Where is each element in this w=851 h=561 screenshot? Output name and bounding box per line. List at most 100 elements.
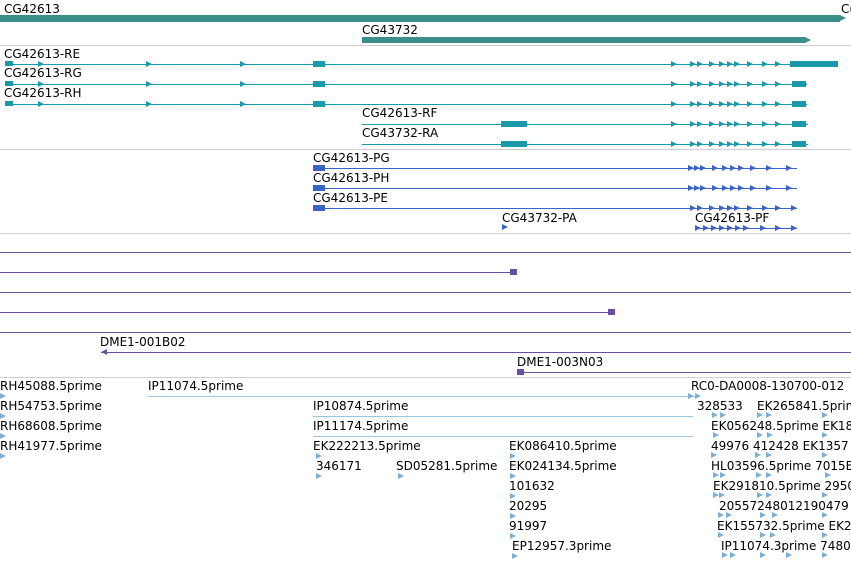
- est-arrow-icon: [719, 492, 725, 498]
- est-label[interactable]: 20557248012190479: [719, 499, 849, 513]
- strand-arrow-icon: [735, 225, 741, 231]
- est-label[interactable]: EK086410.5prime: [509, 439, 617, 453]
- est-label[interactable]: IP11074.5prime: [148, 379, 244, 393]
- gene-label[interactable]: CG42613: [4, 2, 60, 16]
- strand-arrow-icon: [719, 205, 725, 211]
- est-label[interactable]: EK155732.5prime EK2: [717, 519, 851, 533]
- strand-arrow-icon: [734, 141, 740, 147]
- transcript-label[interactable]: CG42613-RE: [4, 47, 81, 61]
- transcript-line[interactable]: [5, 104, 807, 105]
- est-arrow-icon: [755, 452, 761, 458]
- est-label[interactable]: RC0-DA0008-130700-012: [691, 379, 845, 393]
- transcript-line[interactable]: [362, 124, 808, 125]
- clone-line[interactable]: [0, 252, 851, 253]
- transcript-label[interactable]: CG42613-RF: [362, 106, 438, 120]
- transcript-label[interactable]: CG42613-RH: [4, 86, 82, 100]
- transcript-label[interactable]: CG42613-RG: [4, 66, 82, 80]
- est-label[interactable]: EK056248.5prime EK18: [711, 419, 851, 433]
- est-arrow-icon: [825, 472, 831, 478]
- est-label[interactable]: IP11074.3prime 74802: [721, 539, 851, 553]
- strand-arrow-icon: [775, 141, 781, 147]
- est-line[interactable]: [313, 436, 693, 437]
- protein-line[interactable]: [313, 208, 797, 209]
- est-label[interactable]: 328533: [697, 399, 743, 413]
- strand-arrow-icon: [775, 121, 781, 127]
- gene-bar[interactable]: [362, 37, 805, 43]
- est-label[interactable]: RH54753.5prime: [0, 399, 102, 413]
- strand-arrow-icon: [697, 61, 703, 67]
- strand-arrow-icon: [240, 61, 246, 67]
- cds: [313, 205, 325, 211]
- strand-arrow-icon: [786, 185, 792, 191]
- est-arrow-icon: [720, 472, 726, 478]
- est-arrow-icon: [766, 492, 772, 498]
- est-label[interactable]: IP10874.5prime: [313, 399, 409, 413]
- protein-label[interactable]: CG42613-PH: [313, 171, 390, 185]
- clone-label[interactable]: DME1-001B02: [100, 335, 186, 349]
- strand-arrow-icon: [719, 61, 725, 67]
- strand-arrow-icon: [690, 81, 696, 87]
- strand-arrow-icon: [240, 101, 246, 107]
- clone-line[interactable]: [517, 372, 851, 373]
- strand-arrow-icon: [690, 61, 696, 67]
- clone-line[interactable]: [0, 292, 851, 293]
- clone-label[interactable]: DME1-003N03: [517, 355, 604, 369]
- est-line[interactable]: [313, 416, 693, 417]
- strand-arrow-icon: [727, 141, 733, 147]
- est-label[interactable]: RH45088.5prime: [0, 379, 102, 393]
- est-label[interactable]: HL03596.5prime 7015EK: [711, 459, 851, 473]
- est-label[interactable]: SD05281.5prime: [396, 459, 498, 473]
- est-arrow-icon: [0, 413, 6, 419]
- protein-line[interactable]: [313, 188, 797, 189]
- est-arrow-icon: [822, 532, 828, 538]
- strand-arrow-icon: [709, 61, 715, 67]
- protein-label[interactable]: CG42613-PF: [695, 211, 770, 225]
- strand-arrow-icon: [688, 185, 694, 191]
- est-label[interactable]: EK222213.5prime: [313, 439, 421, 453]
- est-arrow-icon: [766, 412, 772, 418]
- strand-arrow-icon: [762, 101, 768, 107]
- clone-line[interactable]: [0, 272, 516, 273]
- clone-line[interactable]: [0, 312, 614, 313]
- est-line[interactable]: [148, 396, 696, 397]
- transcript-line[interactable]: [5, 84, 807, 85]
- est-label[interactable]: IP11174.5prime: [313, 419, 409, 433]
- exon: [792, 101, 806, 107]
- est-label[interactable]: RH41977.5prime: [0, 439, 102, 453]
- est-label[interactable]: 20295: [509, 499, 548, 513]
- est-label[interactable]: 49976 412428 EK1357: [711, 439, 849, 453]
- est-arrow-icon: [510, 513, 516, 519]
- est-label[interactable]: 101632: [509, 479, 555, 493]
- gene-label[interactable]: CG43732: [362, 23, 418, 37]
- est-arrow-icon: [766, 472, 772, 478]
- est-arrow-icon: [316, 473, 322, 479]
- transcript-label[interactable]: CG43732-RA: [362, 126, 439, 140]
- gene-bar[interactable]: [0, 15, 840, 22]
- est-label[interactable]: EK024134.5prime: [509, 459, 617, 473]
- transcript-line[interactable]: [362, 144, 808, 145]
- est-label[interactable]: RH68608.5prime: [0, 419, 102, 433]
- exon: [5, 61, 13, 66]
- est-arrow-icon: [722, 552, 728, 558]
- clone-line[interactable]: [0, 332, 851, 333]
- strand-arrow-icon: [38, 101, 44, 107]
- est-label[interactable]: 346171: [316, 459, 362, 473]
- transcript-line[interactable]: [5, 64, 837, 65]
- strand-arrow-icon: [719, 141, 725, 147]
- est-label[interactable]: EK265841.5prime: [757, 399, 851, 413]
- protein-label[interactable]: CG42613-PG: [313, 151, 390, 165]
- protein-label[interactable]: CG43732-PA: [502, 211, 577, 225]
- strand-arrow-icon: [697, 81, 703, 87]
- exon: [790, 61, 838, 67]
- est-label[interactable]: EP12957.3prime: [512, 539, 612, 553]
- est-arrow-icon: [757, 492, 763, 498]
- est-label[interactable]: EK291810.5prime 2950: [713, 479, 851, 493]
- gene-label-clipped[interactable]: C(: [841, 2, 851, 16]
- est-label[interactable]: 91997: [509, 519, 548, 533]
- clone-line[interactable]: [101, 352, 851, 353]
- protein-line[interactable]: [313, 168, 797, 169]
- protein-label[interactable]: CG42613-PE: [313, 191, 388, 205]
- est-arrow-icon: [510, 533, 516, 539]
- strand-arrow-icon: [697, 141, 703, 147]
